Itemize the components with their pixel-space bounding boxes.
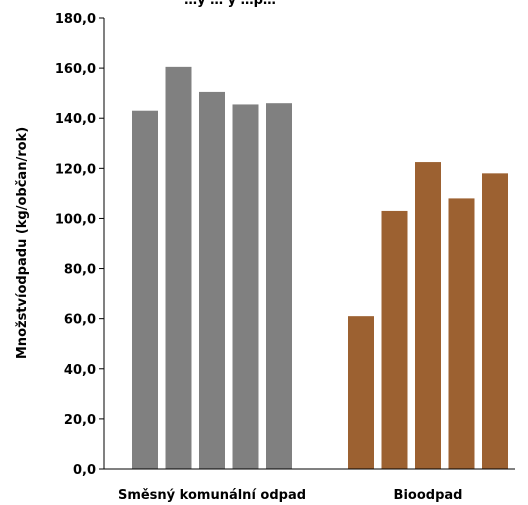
bars bbox=[132, 66, 508, 470]
y-tick-label: 0,0 bbox=[73, 463, 96, 478]
bar bbox=[348, 316, 374, 469]
bar bbox=[232, 104, 259, 470]
bar bbox=[132, 110, 158, 469]
y-tick-label: 180,0 bbox=[55, 12, 96, 27]
y-axis-ticks: 0,0 20,0 40,0 60,0 80,0 100,0 120,0 140,0 160,0 1… bbox=[55, 12, 104, 478]
y-tick-label: 120,0 bbox=[55, 162, 96, 177]
bar bbox=[199, 91, 225, 470]
bar bbox=[448, 198, 475, 469]
y-axis-label: Množstvíodpadu (kg/občan/rok) bbox=[15, 127, 30, 359]
bar bbox=[482, 173, 508, 469]
y-tick-label: 80,0 bbox=[64, 263, 96, 278]
y-tick-label: 100,0 bbox=[55, 212, 96, 227]
y-tick-label: 40,0 bbox=[64, 363, 96, 378]
y-tick-label: 20,0 bbox=[64, 413, 96, 428]
bar bbox=[415, 162, 441, 469]
chart-title: …ý … ý …p… bbox=[184, 0, 276, 8]
y-tick-label: 60,0 bbox=[64, 313, 96, 328]
x-category-label: Směsný komunální odpad bbox=[118, 488, 306, 503]
bar bbox=[381, 210, 408, 469]
category-labels: Směsný komunální odpad Bioodpad bbox=[118, 488, 463, 503]
bar bbox=[165, 66, 192, 469]
bar bbox=[266, 103, 292, 469]
y-tick-label: 160,0 bbox=[55, 62, 96, 77]
y-tick-label: 140,0 bbox=[55, 112, 96, 127]
x-category-label: Bioodpad bbox=[394, 488, 463, 503]
